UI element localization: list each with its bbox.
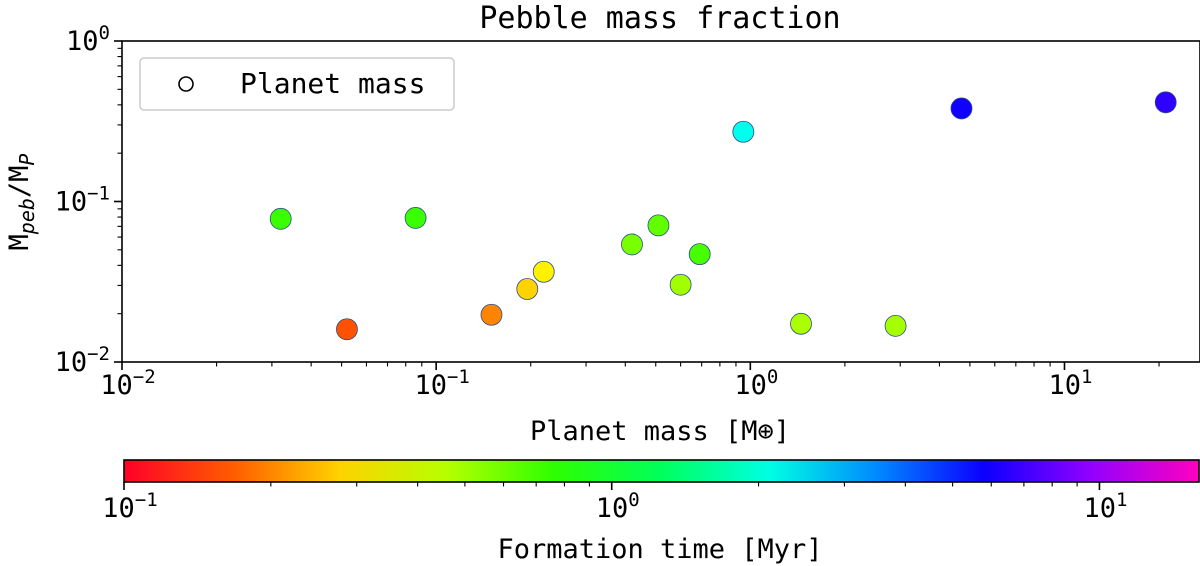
colorbar-ticks: 10−1 100 101	[102, 482, 1127, 524]
data-point	[688, 243, 711, 266]
legend-marker-circle-icon	[178, 76, 194, 92]
x-tick-label-base: 10	[734, 370, 767, 401]
data-point	[884, 314, 907, 337]
colorbar-label: Formation time [Myr]	[497, 534, 822, 565]
y-label-base: M	[4, 234, 35, 250]
colorbar-tick-label-exponent: 0	[628, 489, 639, 511]
legend-box	[139, 57, 455, 111]
data-points	[269, 91, 1177, 341]
data-point	[647, 214, 670, 237]
y-label-sub-peb: peb	[15, 198, 39, 235]
x-tick-label-base: 10	[100, 370, 133, 401]
x-tick-label-exponent: 0	[767, 366, 778, 388]
y-tick-label: 100	[66, 22, 110, 57]
data-point	[336, 318, 358, 341]
x-tick-label: 10−1	[414, 366, 469, 401]
chart-title: Pebble mass fraction	[479, 1, 840, 36]
data-point	[269, 207, 292, 230]
data-point	[950, 97, 973, 120]
y-label-sub-p: P	[15, 154, 39, 166]
colorbar-tick-label: 10−1	[102, 489, 157, 524]
y-tick-label: 10−1	[55, 183, 110, 218]
y-tick-label-exponent: −1	[87, 183, 110, 205]
colorbar	[123, 459, 1200, 483]
colorbar-tick-label: 101	[1083, 489, 1127, 524]
data-point	[532, 260, 555, 283]
data-point	[404, 207, 427, 229]
colorbar-tick-label-base: 10	[596, 493, 629, 524]
data-point	[1154, 91, 1177, 114]
y-tick-label-exponent: −2	[87, 343, 110, 365]
y-axis-label: Mpeb/MP	[4, 154, 39, 251]
y-label-slash-m: /M	[4, 166, 35, 199]
x-tick-label: 100	[734, 366, 778, 401]
y-tick-label: 10−2	[55, 343, 110, 378]
data-point	[621, 233, 643, 256]
colorbar-tick-label-base: 10	[1083, 493, 1116, 524]
legend-label: Planet mass	[240, 67, 425, 100]
colorbar-tick-label-exponent: −1	[135, 489, 158, 511]
x-tick-label: 101	[1048, 366, 1092, 401]
y-tick-label-base: 10	[55, 187, 88, 218]
legend: Planet mass	[139, 57, 455, 111]
colorbar-tick-label: 100	[596, 489, 640, 524]
data-point	[516, 278, 539, 300]
x-axis-label: Planet mass [M⊕]	[530, 416, 790, 447]
x-tick-label: 10−2	[100, 366, 155, 401]
x-tick-label-exponent: −1	[447, 366, 470, 388]
y-tick-label-base: 10	[66, 26, 99, 57]
x-tick-label-exponent: −2	[133, 366, 156, 388]
data-point	[732, 120, 755, 143]
colorbar-tick-label-base: 10	[102, 493, 135, 524]
y-tick-label-base: 10	[55, 347, 88, 378]
x-axis-ticks: 10−2 10−1 100 101	[100, 362, 1160, 401]
y-tick-label-exponent: 0	[99, 22, 110, 44]
x-tick-label-base: 10	[1048, 370, 1081, 401]
x-tick-label-exponent: 1	[1081, 366, 1092, 388]
data-point	[790, 312, 812, 335]
data-point	[669, 273, 692, 296]
data-point	[480, 303, 503, 326]
colorbar-tick-label-exponent: 1	[1116, 489, 1127, 511]
x-tick-label-base: 10	[414, 370, 447, 401]
